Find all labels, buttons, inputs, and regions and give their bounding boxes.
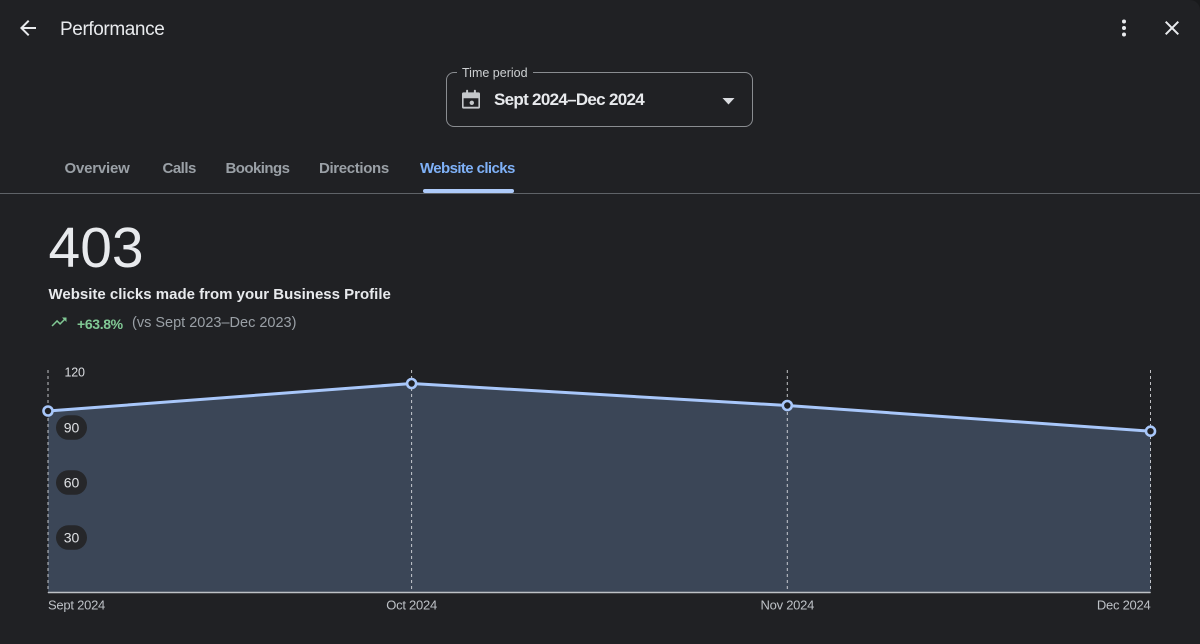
svg-text:Nov 2024: Nov 2024 <box>760 598 814 613</box>
svg-text:Dec 2024: Dec 2024 <box>1097 598 1151 613</box>
svg-text:Sept 2024: Sept 2024 <box>48 598 105 613</box>
svg-text:90: 90 <box>64 420 80 436</box>
svg-text:30: 30 <box>64 530 80 546</box>
svg-text:60: 60 <box>64 475 80 491</box>
svg-text:120: 120 <box>65 366 86 380</box>
svg-text:Oct 2024: Oct 2024 <box>386 598 437 613</box>
